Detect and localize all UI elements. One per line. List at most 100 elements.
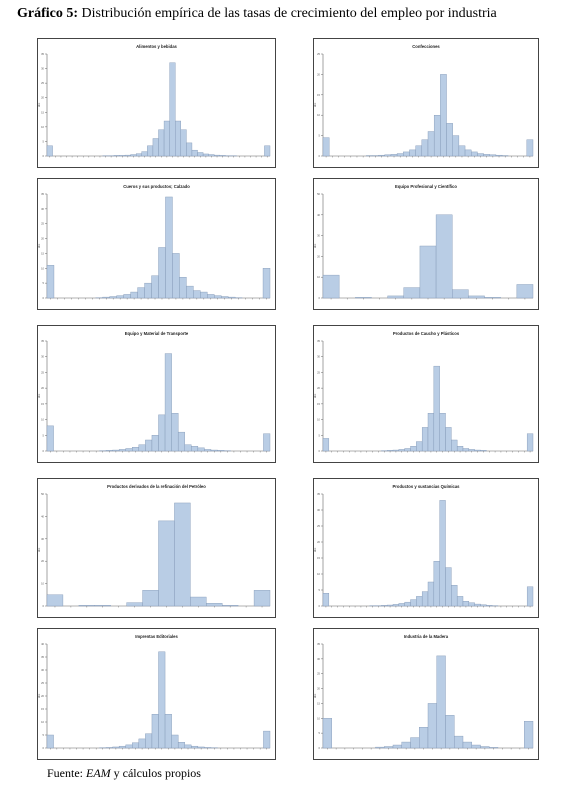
histogram-bar (419, 726, 429, 749)
histogram-bar (175, 120, 182, 157)
y-tick-label: 0 (319, 296, 321, 300)
y-tick-label: 25 (317, 370, 320, 374)
histogram-bar (263, 730, 271, 749)
histogram-bar (427, 703, 437, 749)
histogram-panel: Imprentas Editoriales 0 5 10 15 20 25 30 35 40 His… (37, 628, 276, 760)
histogram-bar (440, 74, 447, 157)
histogram-bar (119, 155, 126, 157)
histogram-svg: Industria de la Madera 0 5 10 15 20 25 30 35 Hist (313, 628, 539, 760)
histogram-panel: Equipo y Material de Transporte 0 5 10 15 20 2… (37, 325, 276, 463)
histogram-svg: Equipo y Material de Transporte 0 5 10 15 20 2… (37, 325, 276, 463)
histogram-bar (169, 62, 176, 157)
y-tick-label: 30 (41, 668, 44, 672)
histogram-bar (116, 295, 124, 299)
histogram-bar (227, 296, 236, 299)
histogram-bar (151, 713, 159, 749)
histogram-bar (186, 285, 194, 299)
histogram-bar (124, 154, 131, 157)
y-tick-label: 0 (319, 746, 321, 750)
histogram-bar (384, 154, 392, 157)
histogram-bar (462, 600, 470, 607)
histogram-bar (191, 446, 199, 452)
y-tick-label: 20 (317, 540, 320, 544)
histogram-bar (480, 746, 490, 749)
histogram-bar (464, 149, 472, 157)
y-axis-label: Hist (313, 693, 317, 698)
y-tick-label: 10 (317, 572, 320, 576)
histogram-bar (392, 449, 400, 452)
y-tick-label: 20 (41, 96, 44, 100)
histogram-bar (125, 448, 133, 452)
y-tick-label: 30 (317, 657, 320, 661)
histogram-bar (177, 742, 185, 749)
histogram-bar (123, 294, 131, 299)
histogram-bar (78, 605, 95, 607)
panel-title: Industria de la Madera (404, 634, 449, 639)
y-tick-label: 15 (41, 110, 44, 114)
y-tick-label: 10 (317, 418, 320, 422)
y-axis-label: Hist (313, 393, 317, 398)
histogram-bar (474, 449, 481, 452)
histogram-bar (177, 431, 185, 452)
histogram-bar (415, 145, 423, 157)
histogram-bar (427, 413, 435, 452)
histogram-bar (197, 746, 205, 749)
histogram-svg: Confecciones 0 5 10 15 20 25 Hist (313, 38, 539, 168)
histogram-bar (214, 295, 222, 299)
panel-title: Productos de Caucho y Plásticos (393, 331, 460, 336)
y-axis-label: Hist (37, 393, 41, 398)
histogram-bar (462, 448, 470, 452)
y-tick-label: 0 (43, 296, 45, 300)
histogram-bar (524, 721, 534, 749)
y-axis-label: Hist (313, 547, 317, 552)
histogram-bar (147, 145, 154, 157)
histogram-bar (197, 447, 205, 452)
histogram-svg: Imprentas Editoriales 0 5 10 15 20 25 30 35 40 His… (37, 628, 276, 760)
histogram-bar (409, 149, 416, 157)
histogram-bar (398, 449, 405, 452)
histogram-bar (322, 718, 332, 749)
y-tick-label: 35 (317, 642, 320, 646)
histogram-bar (392, 604, 400, 607)
histogram-bar (421, 427, 429, 452)
histogram-bar (433, 114, 441, 157)
histogram-bar (102, 296, 110, 299)
y-tick-label: 10 (317, 275, 320, 279)
histogram-bar (163, 120, 170, 157)
histogram-bar (526, 586, 534, 607)
histogram-svg: Productos derivados de la refinación del… (37, 478, 276, 618)
histogram-bar (480, 604, 487, 607)
histogram-bar (191, 745, 199, 749)
y-tick-label: 0 (43, 449, 45, 453)
y-tick-label: 35 (41, 192, 44, 196)
histogram-bar (433, 560, 440, 607)
y-tick-label: 30 (41, 537, 44, 541)
histogram-bar (144, 282, 152, 299)
histogram-bar (105, 747, 113, 749)
histogram-bar (184, 744, 192, 749)
histogram-bar (445, 567, 452, 607)
histogram-bar (456, 446, 464, 452)
histogram-bar (171, 413, 179, 452)
y-tick-label: 20 (317, 687, 320, 691)
histogram-bar (158, 247, 166, 299)
histogram-bar (516, 284, 534, 299)
histogram-bar (179, 276, 187, 299)
histogram-bar (253, 590, 271, 607)
histogram-bar (208, 154, 215, 157)
histogram-bar (421, 591, 429, 607)
y-tick-label: 15 (41, 402, 44, 406)
histogram-bar (489, 154, 497, 157)
histogram-bar (390, 154, 398, 157)
y-tick-label: 20 (41, 559, 44, 563)
histogram-bar (125, 744, 133, 749)
histogram-bar (145, 439, 153, 452)
histogram-bar (458, 145, 466, 157)
histogram-panel: Alimentos y bebidas 0 5 10 15 20 25 30 35 Hist (37, 38, 276, 168)
histogram-bar (452, 135, 460, 157)
histogram-bar (416, 596, 423, 607)
y-tick-label: 35 (41, 655, 44, 659)
histogram-bar (468, 602, 475, 607)
y-tick-label: 25 (41, 81, 44, 85)
histogram-bar (135, 153, 142, 157)
